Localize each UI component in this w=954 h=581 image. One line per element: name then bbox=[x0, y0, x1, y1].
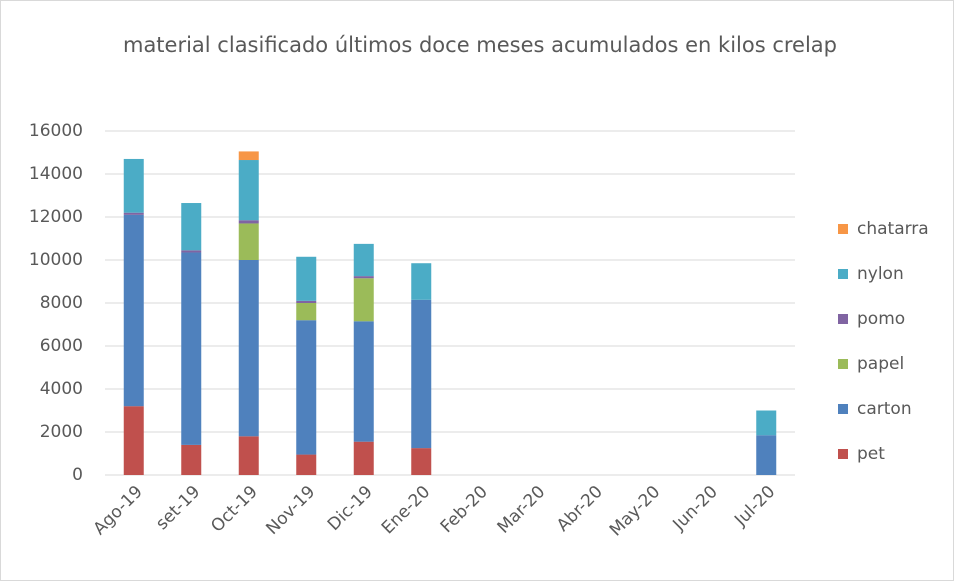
x-tick-label: May-20 bbox=[606, 482, 664, 540]
bar-segment bbox=[181, 252, 202, 445]
x-tick-label: Dic-19 bbox=[324, 482, 377, 535]
legend-swatch bbox=[838, 269, 848, 279]
x-tick-label: Ene-20 bbox=[378, 482, 434, 538]
bar-segment bbox=[123, 406, 144, 475]
bar-segment bbox=[296, 256, 317, 301]
bar-segment bbox=[123, 212, 144, 215]
bar-segment bbox=[296, 454, 317, 475]
bar-segment bbox=[353, 321, 374, 442]
legend-label: carton bbox=[857, 399, 912, 419]
legend-label: papel bbox=[857, 354, 904, 374]
bar-segment bbox=[238, 160, 259, 221]
y-tick-label: 6000 bbox=[40, 336, 83, 356]
x-tick-label: Jun-20 bbox=[669, 482, 722, 535]
bar-segment bbox=[123, 214, 144, 407]
legend-swatch bbox=[838, 224, 848, 234]
x-tick-label: set-19 bbox=[152, 482, 204, 534]
bar-segment bbox=[238, 151, 259, 161]
bar-segment bbox=[756, 435, 777, 475]
legend-label: pomo bbox=[857, 309, 905, 329]
bar-segment bbox=[238, 260, 259, 437]
bar-segment bbox=[181, 444, 202, 475]
x-tick-label: Feb-20 bbox=[437, 482, 492, 537]
bar-segment bbox=[123, 158, 144, 213]
x-tick-label: Jul-20 bbox=[730, 482, 779, 531]
bar-segment bbox=[353, 276, 374, 279]
bar-segment bbox=[181, 250, 202, 253]
y-tick-label: 8000 bbox=[40, 293, 83, 313]
legend-swatch bbox=[838, 314, 848, 324]
legend-swatch bbox=[838, 449, 848, 459]
bar-segment bbox=[411, 263, 432, 300]
bar-segment bbox=[238, 436, 259, 475]
bar-segment bbox=[238, 223, 259, 260]
y-tick-label: 0 bbox=[72, 465, 83, 485]
bar-segment bbox=[296, 320, 317, 455]
bar-segment bbox=[756, 410, 777, 436]
y-tick-label: 14000 bbox=[29, 164, 83, 184]
bar-segment bbox=[353, 278, 374, 322]
legend-label: chatarra bbox=[857, 219, 929, 239]
legend-label: nylon bbox=[857, 264, 904, 284]
y-tick-label: 2000 bbox=[40, 422, 83, 442]
bar-segment bbox=[353, 441, 374, 475]
bar-segment bbox=[296, 300, 317, 303]
x-tick-label: Oct-19 bbox=[207, 482, 262, 537]
y-tick-label: 10000 bbox=[29, 250, 83, 270]
bar-segment bbox=[411, 448, 432, 475]
bar-segment bbox=[181, 203, 202, 251]
legend-swatch bbox=[838, 404, 848, 414]
chart-title: material clasificado últimos doce meses … bbox=[122, 33, 837, 57]
y-tick-label: 4000 bbox=[40, 379, 83, 399]
bar-segment bbox=[296, 303, 317, 321]
x-tick-label: Mar-20 bbox=[494, 482, 550, 538]
x-tick-label: Ago-19 bbox=[90, 482, 147, 539]
bar-segment bbox=[238, 220, 259, 224]
y-tick-label: 12000 bbox=[29, 207, 83, 227]
x-tick-label: Nov-19 bbox=[262, 482, 319, 539]
legend-label: pet bbox=[857, 444, 885, 464]
bar-segment bbox=[411, 299, 432, 449]
legend-swatch bbox=[838, 359, 848, 369]
x-tick-label: Abr-20 bbox=[553, 482, 607, 536]
y-tick-label: 16000 bbox=[29, 121, 83, 141]
bar-segment bbox=[353, 243, 374, 277]
